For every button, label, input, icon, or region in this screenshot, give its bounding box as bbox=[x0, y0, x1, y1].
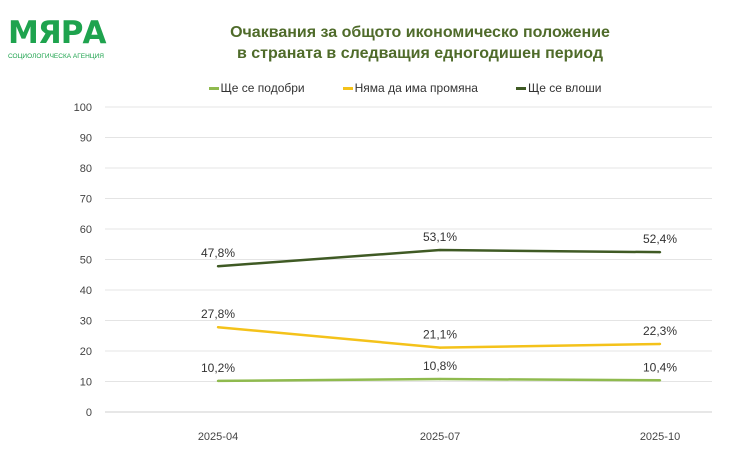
data-point bbox=[658, 379, 662, 382]
data-point bbox=[216, 326, 220, 329]
logo-subtitle: СОЦИОЛОГИЧЕСКА АГЕНЦИЯ bbox=[8, 53, 104, 60]
y-tick-label: 20 bbox=[80, 346, 92, 358]
logo: МЯРА СОЦИОЛОГИЧЕСКА АГЕНЦИЯ bbox=[8, 14, 106, 61]
data-point bbox=[438, 377, 442, 381]
data-label: 21,1% bbox=[423, 328, 457, 342]
x-tick-label: 2025-07 bbox=[420, 431, 460, 443]
chart-title: Очаквания за общото икономическо положен… bbox=[180, 22, 660, 64]
legend: Ще се подобри Няма да има промяна Ще се … bbox=[0, 81, 740, 95]
data-label: 22,3% bbox=[643, 324, 677, 338]
y-tick-label: 70 bbox=[80, 194, 92, 206]
x-tick-label: 2025-10 bbox=[640, 431, 680, 443]
legend-label: Ще се влоши bbox=[527, 81, 602, 95]
x-tick-label: 2025-04 bbox=[198, 431, 238, 443]
data-label: 53,1% bbox=[423, 230, 457, 244]
legend-item: Ще се влоши bbox=[515, 81, 602, 95]
data-label: 27,8% bbox=[201, 307, 235, 321]
data-point bbox=[658, 250, 662, 254]
data-point bbox=[658, 342, 662, 346]
legend-swatch bbox=[342, 86, 353, 90]
data-point bbox=[216, 379, 220, 383]
legend-label: Няма да има промяна bbox=[354, 81, 478, 95]
data-label: 10,8% bbox=[423, 359, 457, 373]
y-tick-label: 80 bbox=[80, 163, 92, 175]
data-point bbox=[438, 346, 442, 349]
legend-item: Ще се подобри bbox=[208, 81, 305, 95]
y-tick-label: 50 bbox=[80, 255, 92, 267]
legend-swatch bbox=[208, 86, 219, 90]
logo-text: МЯРА bbox=[8, 15, 106, 51]
series-line bbox=[217, 248, 661, 268]
y-tick-label: 60 bbox=[80, 224, 92, 236]
y-tick-label: 90 bbox=[80, 133, 92, 145]
y-tick-label: 10 bbox=[80, 377, 92, 389]
y-tick-label: 0 bbox=[86, 407, 92, 419]
chart-title-line-2: в страната в следващия едногодишен перио… bbox=[237, 45, 603, 62]
legend-label: Ще се подобри bbox=[220, 81, 305, 95]
legend-item: Няма да има промяна bbox=[342, 81, 478, 95]
y-tick-label: 40 bbox=[80, 285, 92, 297]
data-label: 10,2% bbox=[201, 361, 235, 375]
data-point bbox=[216, 265, 220, 268]
y-tick-label: 100 bbox=[74, 102, 92, 114]
data-label: 10,4% bbox=[643, 360, 677, 374]
data-label: 47,8% bbox=[201, 246, 235, 260]
chart-title-line-1: Очаквания за общото икономическо положен… bbox=[230, 24, 610, 41]
legend-swatch bbox=[515, 86, 526, 90]
y-tick-label: 30 bbox=[80, 316, 92, 328]
data-point bbox=[438, 248, 442, 252]
data-label: 52,4% bbox=[643, 232, 677, 246]
